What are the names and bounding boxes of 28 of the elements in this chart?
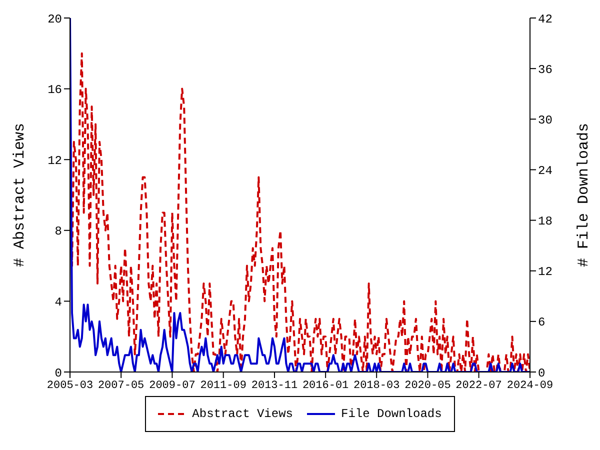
y2-tick-label: 42	[538, 12, 552, 26]
y2-tick-label: 6	[538, 316, 546, 330]
x-tick-label: 2009-07	[149, 380, 196, 392]
x-tick-label: 2007-05	[98, 380, 144, 392]
x-tick-label: 2018-03	[353, 380, 400, 392]
x-tick-label: 2022-07	[456, 380, 502, 392]
y2-tick-label: 24	[538, 164, 552, 178]
y-tick-label: 8	[54, 224, 62, 239]
x-tick-label: 2024-09	[506, 380, 554, 392]
y-tick-label: 20	[48, 12, 62, 26]
y-tick-label: 12	[48, 154, 62, 168]
x-tick-label: 2005-03	[46, 380, 94, 392]
x-tick-label: 2011-09	[200, 380, 246, 392]
y2-tick-label: 12	[538, 265, 552, 280]
x-tick-label: 2020-05	[404, 380, 451, 392]
y2-tick-label: 30	[538, 113, 552, 128]
x-tick-label: 2013-11	[251, 380, 298, 392]
x-tick-label: 2016-01	[302, 380, 350, 392]
legend-label: File Downloads	[341, 407, 442, 421]
y-axis-title: # Abstract Views	[11, 122, 28, 268]
legend-label: Abstract Views	[192, 407, 293, 421]
y-tick-label: 0	[54, 366, 62, 380]
y2-axis-title: # File Downloads	[575, 122, 592, 268]
y2-tick-label: 0	[538, 366, 546, 380]
y-tick-label: 16	[48, 83, 62, 98]
y2-tick-label: 36	[538, 62, 552, 77]
y-tick-label: 4	[54, 295, 62, 310]
y2-tick-label: 18	[538, 214, 552, 229]
